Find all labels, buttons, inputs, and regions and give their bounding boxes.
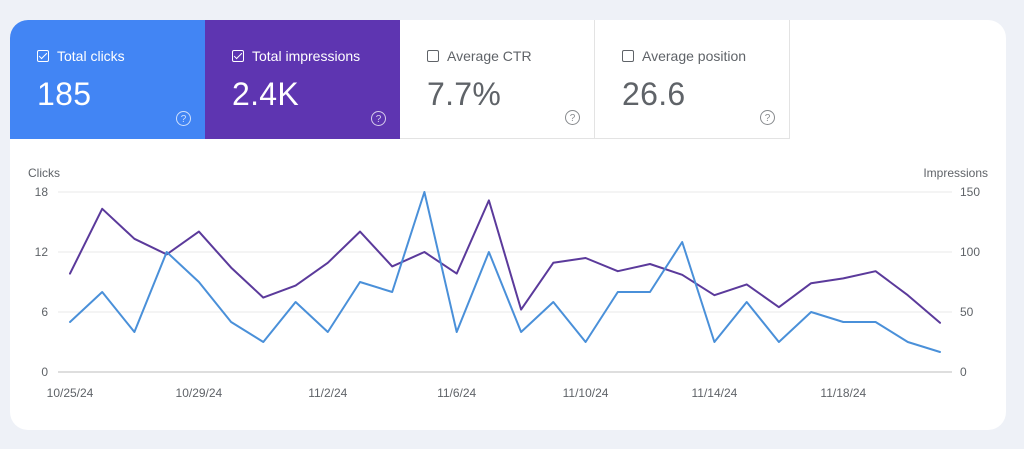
y-left-tick-label: 6: [41, 305, 48, 319]
metric-value: 26.6: [622, 76, 686, 112]
performance-line-chart[interactable]: Clicks Impressions 0 0 6 50 12 100 18 150 10/25…: [10, 160, 1006, 420]
y-right-tick-label: 100: [960, 245, 980, 259]
metric-label: Average position: [642, 48, 747, 64]
series-line-impressions: [69, 199, 941, 324]
y-axis-right-label: Impressions: [923, 166, 988, 180]
x-tick-label: 11/6/24: [437, 386, 476, 400]
checkbox-checked-icon[interactable]: [232, 50, 244, 62]
y-right-tick-label: 50: [960, 305, 974, 319]
y-axis-ticks: 0 0 6 50 12 100 18 150: [35, 185, 981, 379]
metric-tile-total-clicks[interactable]: Total clicks 185 ?: [10, 20, 205, 139]
metric-value: 2.4K: [232, 76, 300, 112]
metric-label: Total clicks: [57, 48, 125, 64]
metric-value: 185: [37, 76, 92, 112]
x-tick-label: 11/10/24: [563, 386, 609, 400]
y-left-tick-label: 0: [41, 365, 48, 379]
help-icon[interactable]: ?: [176, 111, 191, 126]
series-line-clicks: [69, 191, 941, 353]
metric-label: Total impressions: [252, 48, 361, 64]
chart-series-lines: [69, 191, 941, 353]
checkbox-unchecked-icon[interactable]: [427, 50, 439, 62]
metric-tile-average-position[interactable]: Average position 26.6 ?: [595, 20, 790, 139]
help-icon[interactable]: ?: [565, 110, 580, 125]
x-tick-label: 11/18/24: [820, 386, 866, 400]
metric-value: 7.7%: [427, 76, 502, 112]
x-tick-label: 10/29/24: [176, 386, 223, 400]
help-icon[interactable]: ?: [371, 111, 386, 126]
checkbox-checked-icon[interactable]: [37, 50, 49, 62]
checkbox-unchecked-icon[interactable]: [622, 50, 634, 62]
y-left-tick-label: 18: [35, 185, 49, 199]
y-right-tick-label: 150: [960, 185, 980, 199]
x-axis-ticks: 10/25/24 10/29/24 11/2/24 11/6/24 11/10/24 11…: [47, 386, 867, 400]
metric-tiles: Total clicks 185 ? Total impressions 2.4…: [10, 20, 790, 139]
metric-label: Average CTR: [447, 48, 532, 64]
performance-card: Total clicks 185 ? Total impressions 2.4…: [10, 20, 1006, 430]
y-left-tick-label: 12: [35, 245, 49, 259]
y-right-tick-label: 0: [960, 365, 967, 379]
y-axis-left-label: Clicks: [28, 166, 60, 180]
x-tick-label: 11/14/24: [692, 386, 738, 400]
help-icon[interactable]: ?: [760, 110, 775, 125]
x-tick-label: 11/2/24: [308, 386, 347, 400]
x-tick-label: 10/25/24: [47, 386, 94, 400]
metric-tile-average-ctr[interactable]: Average CTR 7.7% ?: [400, 20, 595, 139]
metric-tile-total-impressions[interactable]: Total impressions 2.4K ?: [205, 20, 400, 139]
